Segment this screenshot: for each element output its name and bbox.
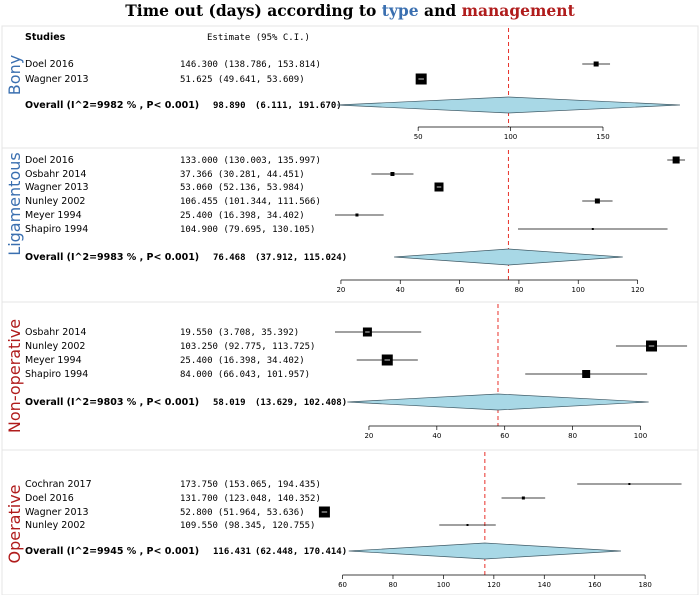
study-estimate: 25.400 (16.398, 34.402) [180,211,305,221]
title-prefix: Time out (days) according to [125,1,382,20]
panel-frame [1,449,699,595]
study-estimate: 52.800 (51.964, 53.636) [180,508,305,518]
study-name: Meyer 1994 [25,210,82,221]
study-name: Doel 2016 [25,493,74,504]
x-tick-label: 180 [638,581,651,589]
study-estimate: 173.750 (153.065, 194.435) [180,480,321,490]
x-tick-label: 120 [631,286,644,294]
panel-label-bony: Bony [5,55,24,95]
study-point [672,156,680,164]
study-name: Wagner 2013 [25,507,89,518]
study-name: Shapiro 1994 [25,224,88,235]
study-estimate: 51.625 (49.641, 53.609) [180,75,305,85]
study-estimate: 131.700 (123.048, 140.352) [180,494,321,504]
x-tick-label: 160 [588,581,601,589]
x-tick-label: 80 [568,432,577,440]
panel-label-non-operative: Non-operative [5,319,24,433]
chart-title: Time out (days) according to type and ma… [0,1,700,20]
study-estimate: 103.250 (92.775, 113.725) [180,342,315,352]
study-name: Nunley 2002 [25,196,85,207]
study-estimate: 25.400 (16.398, 34.402) [180,356,305,366]
overall-diamond [394,248,623,266]
study-name: Nunley 2002 [25,341,85,352]
title-middle: and [418,1,462,20]
x-tick-label: 80 [514,286,523,294]
study-name: Osbahr 2014 [25,327,86,338]
column-header-studies: Studies [25,32,66,43]
x-tick-label: 100 [504,133,517,141]
overall-diamond [348,542,621,560]
x-tick-label: 50 [414,133,423,141]
x-tick-label: 100 [572,286,585,294]
overall-diamond [347,393,649,411]
study-estimate: 109.550 (98.345, 120.755) [180,521,315,531]
panel-label-ligamentous: Ligamentous [5,152,24,255]
study-name: Nunley 2002 [25,520,85,531]
study-estimate: 84.000 (66.043, 101.957) [180,370,310,380]
study-point [628,483,631,485]
study-estimate: 37.366 (30.281, 44.451) [180,170,305,180]
study-point [390,172,395,176]
x-tick-label: 60 [500,432,509,440]
title-type-word: type [381,1,419,20]
title-management-word: management [461,1,575,20]
overall-label: Overall (I^2=9982 % , P< 0.001) [25,100,199,111]
study-point [594,198,600,204]
forest-panels: Bony Doel 2016 146.300 (138.786, 153.814)W… [1,25,699,595]
overall-estimate: 58.019 [213,398,246,408]
overall-label: Overall (I^2=9983 % , P< 0.001) [25,252,199,263]
overall-ci: (6.111, 191.670) [255,101,342,111]
study-name: Wagner 2013 [25,182,89,193]
x-tick-label: 20 [364,432,373,440]
study-name: Cochran 2017 [25,479,92,490]
overall-ci: (37.912, 115.024) [255,253,347,263]
study-estimate: 106.455 (101.344, 111.566) [180,197,321,207]
overall-ci: (62.448, 170.414) [255,547,347,557]
x-tick-label: 100 [634,432,647,440]
study-point [355,213,359,217]
x-tick-label: 40 [396,286,405,294]
study-name: Doel 2016 [25,155,74,166]
study-estimate: 53.060 (52.136, 53.984) [180,183,305,193]
panel-label-operative: Operative [5,484,24,563]
study-estimate: 19.550 (3.708, 35.392) [180,328,299,338]
overall-estimate: 116.431 [213,547,251,557]
overall-estimate: 98.890 [213,101,246,111]
x-tick-label: 120 [487,581,500,589]
x-tick-label: 60 [338,581,347,589]
x-tick-label: 20 [336,286,345,294]
overall-estimate: 76.468 [213,253,246,263]
study-name: Osbahr 2014 [25,169,86,180]
study-name: Doel 2016 [25,59,74,70]
study-estimate: 146.300 (138.786, 153.814) [180,60,321,70]
study-point [591,228,594,230]
study-estimate: 133.000 (130.003, 135.997) [180,156,321,166]
study-name: Shapiro 1994 [25,369,88,380]
x-tick-label: 60 [455,286,464,294]
study-estimate: 104.900 (79.695, 130.105) [180,225,315,235]
column-header-estimate: Estimate (95% C.I.) [207,33,310,43]
x-tick-label: 80 [389,581,398,589]
study-point [521,496,525,500]
study-point [466,524,469,526]
study-name: Meyer 1994 [25,355,82,366]
overall-ci: (13.629, 102.408) [255,398,347,408]
study-point [582,370,591,378]
x-tick-label: 140 [538,581,551,589]
panel-frame [1,301,699,451]
study-point [593,61,599,67]
overall-label: Overall (I^2=9945 % , P< 0.001) [25,546,199,557]
panel-frame [1,25,699,149]
x-tick-label: 100 [437,581,450,589]
study-name: Wagner 2013 [25,74,89,85]
x-tick-label: 40 [432,432,441,440]
x-tick-label: 150 [596,133,609,141]
panel-frame [1,147,699,303]
overall-diamond [337,96,681,114]
overall-label: Overall (I^2=9803 % , P< 0.001) [25,397,199,408]
